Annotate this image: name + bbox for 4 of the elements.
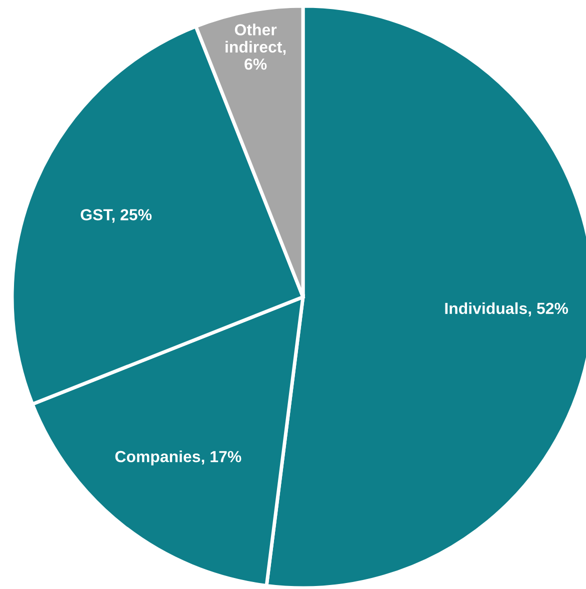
slice-label: GST, 25%: [80, 209, 152, 223]
slice-label: Companies, 17%: [115, 450, 242, 466]
slice-label: Other indirect, 6%: [226, 24, 286, 70]
slice-label: Individuals, 52%: [445, 302, 568, 316]
